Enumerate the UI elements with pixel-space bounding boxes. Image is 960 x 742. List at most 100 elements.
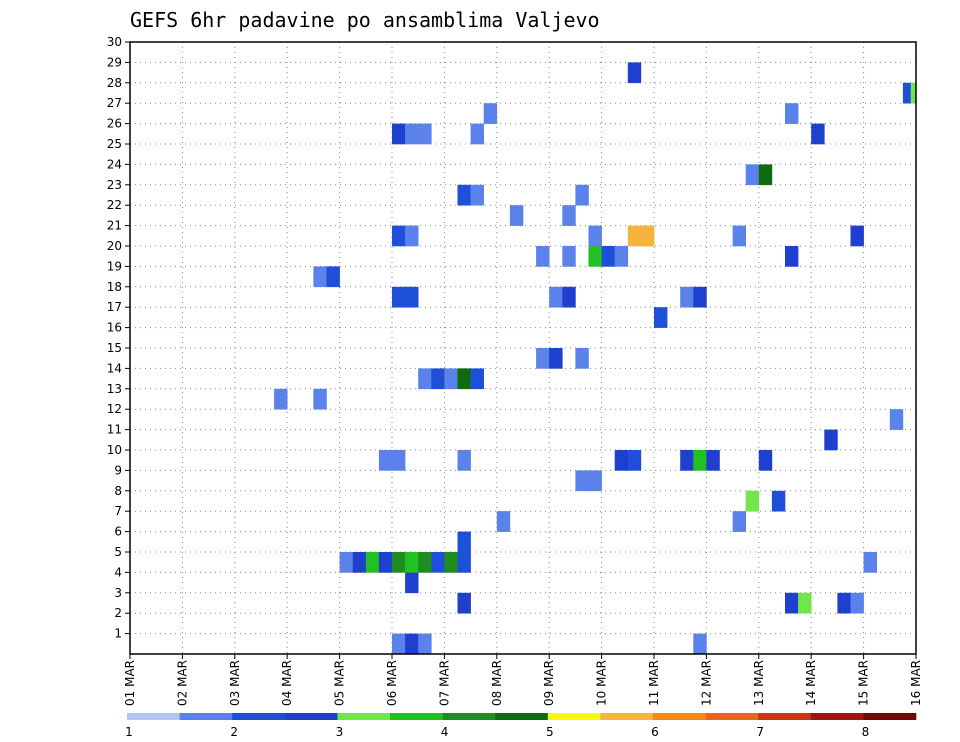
x-tick-label: 05 MAR [333,660,347,706]
y-tick-label: 4 [114,565,122,579]
precipitation-cell [405,633,419,655]
precipitation-cell [496,511,511,532]
colorbar-segment [547,713,601,720]
precipitation-cell [640,225,655,247]
y-tick-label: 27 [107,96,122,110]
precipitation-cell [785,103,799,124]
precipitation-cells [274,62,917,655]
precipitation-cell [457,552,471,573]
y-tick-label: 8 [114,484,122,498]
precipitation-cell [627,225,642,247]
colorbar-label: 8 [862,725,870,739]
colorbar-segment [758,713,812,720]
precipitation-cell [378,450,393,471]
colorbar-segment [284,713,338,720]
precipitation-cell [392,552,406,573]
precipitation-cell [392,450,406,471]
precipitation-cell [457,368,471,390]
y-tick-label: 9 [114,463,122,477]
precipitation-cell [418,552,432,573]
y-tick-label: 22 [107,198,122,212]
precipitation-cell [745,164,760,186]
precipitation-cell [418,123,432,145]
precipitation-cell [418,633,432,655]
colorbar-segment [600,713,654,720]
colorbar-segment [337,713,391,720]
precipitation-cell [549,348,563,369]
colorbar-segment [232,713,286,720]
precipitation-cell [378,552,393,573]
precipitation-cell [771,490,786,512]
precipitation-cell [444,552,458,573]
y-tick-label: 10 [107,443,122,457]
precipitation-cell [680,450,694,471]
precipitation-cell [352,552,367,573]
colorbar-label: 5 [546,725,554,739]
precipitation-cell [601,246,615,267]
colorbar-segment [179,713,233,720]
x-tick-label: 11 MAR [647,660,661,706]
y-tick-label: 12 [107,402,122,416]
colorbar-segment [390,713,443,720]
y-tick-label: 24 [107,157,122,171]
y-tick-label: 19 [107,259,122,273]
x-tick-label: 14 MAR [804,660,818,706]
x-tick-label: 13 MAR [752,660,766,706]
colorbar-segment [863,713,917,720]
y-tick-label: 13 [107,382,122,396]
precipitation-cell [470,184,484,206]
precipitation-cell [575,470,589,492]
precipitation-cell [850,225,864,247]
precipitation-cell [824,429,838,451]
y-tick-label: 2 [114,606,122,620]
precipitation-cell [562,246,576,267]
y-tick-label: 3 [114,586,122,600]
precipitation-cell [405,225,419,247]
colorbar: 1234567810121520 [125,713,917,739]
x-tick-label: 10 MAR [595,660,609,706]
x-tick-label: 02 MAR [175,660,189,706]
y-tick-label: 14 [107,361,122,375]
precipitation-cell [798,592,812,614]
x-tick-label: 01 MAR [123,660,137,706]
precipitation-cell [680,286,694,308]
x-axis-ticks: 01 MAR 02 MAR 03 MAR 04 MAR 05 MAR 06 MAR 07 M… [123,654,923,706]
precipitation-cell [313,266,327,288]
x-tick-label: 16 MAR [909,660,923,706]
colorbar-label: 7 [756,725,764,739]
colorbar-segment [495,713,549,720]
y-tick-label: 23 [107,178,122,192]
colorbar-label: 6 [651,725,659,739]
plot-frame [129,41,917,655]
precipitation-cell [457,531,471,553]
precipitation-cell [470,368,484,390]
precipitation-cell [536,348,550,369]
precipitation-cell [444,368,458,390]
precipitation-cell [758,164,773,186]
precipitation-cell [483,103,498,124]
colorbar-segment [705,713,759,720]
precipitation-cell [274,388,288,410]
precipitation-cell [392,123,406,145]
colorbar-label: 4 [441,725,449,739]
precipitation-cell [588,470,602,492]
precipitation-cell [405,572,419,594]
y-tick-label: 26 [107,117,122,131]
x-tick-label: 08 MAR [490,660,504,706]
precipitation-cell [627,450,642,471]
precipitation-cell [811,123,825,145]
x-tick-label: 03 MAR [228,660,242,706]
colorbar-segment [810,713,864,720]
colorbar-segment [653,713,706,720]
precipitation-cell [457,184,471,206]
precipitation-cell [431,368,445,390]
precipitation-cell [575,348,589,369]
y-tick-label: 28 [107,76,122,90]
y-tick-label: 1 [114,627,122,641]
precipitation-cell [732,511,746,532]
colorbar-label: 3 [336,725,344,739]
precipitation-cell [457,592,471,614]
precipitation-cell [837,592,851,614]
y-tick-label: 18 [107,280,122,294]
